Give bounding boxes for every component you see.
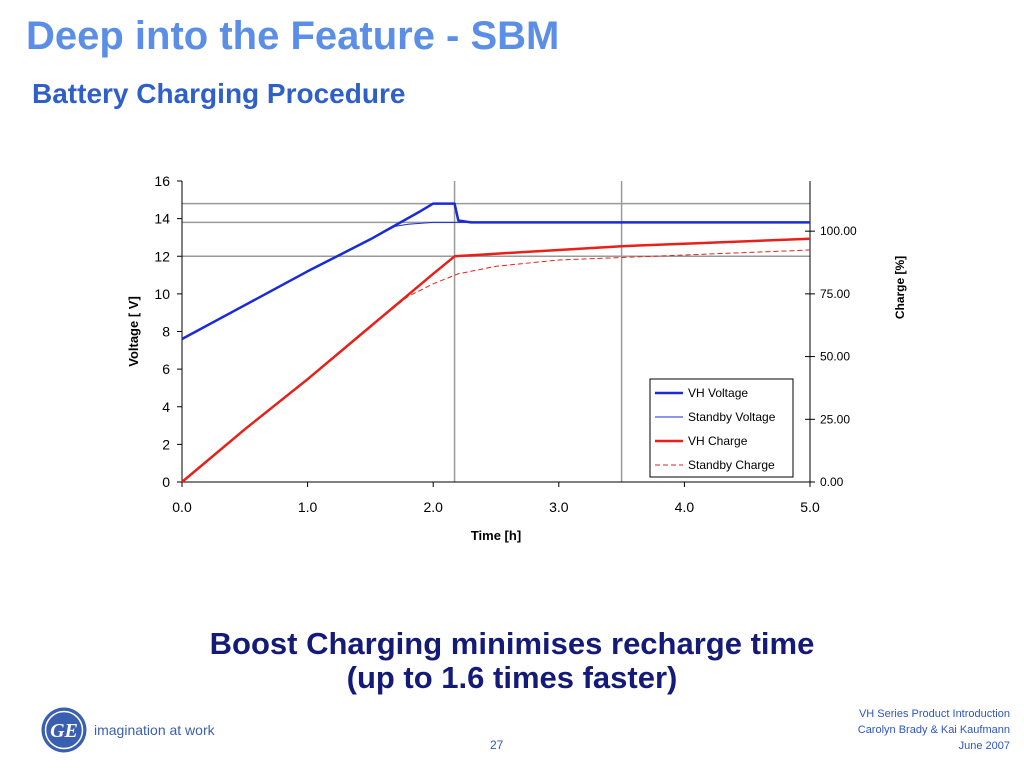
y-tick-label-7: 14: [154, 211, 170, 227]
y2-axis-label: Charge [%]: [893, 256, 907, 319]
x-tick-label-4: 4.0: [675, 499, 695, 515]
y-axis-label: Voltage [ V]: [126, 296, 141, 367]
series-line-standby-charge: [181, 249, 811, 483]
footer-line-3: June 2007: [958, 740, 1010, 752]
y-tick-label-1: 2: [162, 436, 170, 452]
y2-tick-label-0: 0.00: [820, 475, 844, 489]
y-tick-label-3: 6: [162, 361, 170, 377]
y-tick-label-8: 16: [154, 173, 170, 189]
caption-line-2: (up to 1.6 times faster): [346, 660, 678, 695]
series-line-vh-voltage: [181, 202, 810, 341]
ge-logo-text: GE: [50, 720, 78, 742]
legend-label-2: VH Charge: [688, 434, 748, 448]
footer: VH Series Product Introduction Carolyn B…: [858, 706, 1010, 754]
slide-subtitle: Battery Charging Procedure: [32, 78, 406, 109]
x-tick-label-0: 0.0: [172, 499, 192, 515]
legend-label-1: Standby Voltage: [688, 410, 776, 424]
y-tick-label-4: 8: [162, 324, 170, 340]
tagline: imagination at work: [94, 722, 215, 738]
x-tick-label-3: 3.0: [549, 499, 569, 515]
legend-box: [649, 378, 794, 478]
y-tick-label-5: 10: [154, 286, 170, 302]
x-tick-label-2: 2.0: [423, 499, 443, 515]
y2-tick-label-2: 50.00: [820, 350, 850, 364]
y2-tick-label-4: 100.00: [820, 224, 857, 238]
x-tick-label-5: 5.0: [800, 499, 820, 515]
x-tick-label-1: 1.0: [298, 499, 318, 515]
charging-chart: 0 2 4 6 8 10 12 14 16 0.00 25.00 50.00 75.00 100.00 0.…: [126, 173, 907, 543]
legend-label-3: Standby Charge: [688, 458, 775, 472]
series-line-standby-voltage: [181, 221, 810, 340]
slide-title: Deep into the Feature - SBM: [26, 14, 560, 58]
y2-tick-label-3: 75.00: [820, 287, 850, 301]
legend-label-0: VH Voltage: [688, 386, 748, 400]
y-tick-label-2: 4: [162, 399, 170, 415]
page-number: 27: [490, 738, 504, 752]
y-tick-label-0: 0: [162, 474, 170, 490]
footer-line-2: Carolyn Brady & Kai Kaufmann: [857, 724, 1010, 736]
y-tick-label-6: 12: [154, 248, 170, 264]
caption-line-1: Boost Charging minimises recharge time: [209, 626, 815, 661]
ge-logo-icon: GE: [41, 707, 87, 753]
y2-tick-label-1: 25.00: [820, 412, 850, 426]
footer-line-1: VH Series Product Introduction: [858, 708, 1010, 720]
x-axis-label: Time [h]: [471, 528, 521, 543]
